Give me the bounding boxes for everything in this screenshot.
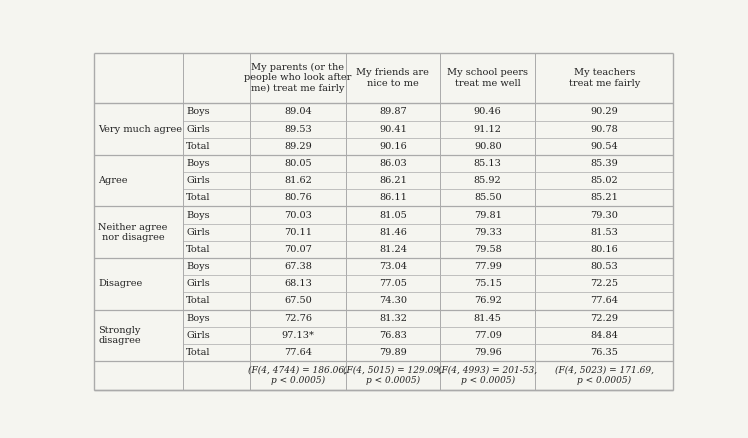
Text: Total: Total <box>186 193 211 202</box>
Text: 90.16: 90.16 <box>379 142 407 151</box>
Text: 84.84: 84.84 <box>590 331 618 340</box>
Text: 81.05: 81.05 <box>379 211 407 219</box>
Text: 85.39: 85.39 <box>590 159 618 168</box>
Text: 67.38: 67.38 <box>284 262 312 271</box>
Text: My parents (or the
people who look after
me) treat me fairly: My parents (or the people who look after… <box>244 63 352 93</box>
Text: Boys: Boys <box>186 159 210 168</box>
Text: My friends are
nice to me: My friends are nice to me <box>357 68 429 88</box>
Text: My school peers
treat me well: My school peers treat me well <box>447 68 528 88</box>
Text: 73.04: 73.04 <box>379 262 407 271</box>
Text: 70.11: 70.11 <box>283 228 312 237</box>
Text: 76.35: 76.35 <box>590 348 618 357</box>
Text: 81.53: 81.53 <box>590 228 618 237</box>
Text: Disagree: Disagree <box>98 279 142 288</box>
Text: Girls: Girls <box>186 228 210 237</box>
Text: 85.02: 85.02 <box>590 176 618 185</box>
Text: 80.16: 80.16 <box>590 245 618 254</box>
Text: 75.15: 75.15 <box>473 279 502 288</box>
Text: 86.21: 86.21 <box>379 176 407 185</box>
Text: 77.09: 77.09 <box>473 331 502 340</box>
Text: 90.41: 90.41 <box>379 125 407 134</box>
Text: 76.83: 76.83 <box>379 331 407 340</box>
Text: 79.33: 79.33 <box>473 228 502 237</box>
Text: (F(4, 5015) = 129.09,
p < 0.0005): (F(4, 5015) = 129.09, p < 0.0005) <box>343 366 442 385</box>
Text: Girls: Girls <box>186 279 210 288</box>
Text: 85.50: 85.50 <box>474 193 501 202</box>
Text: 90.46: 90.46 <box>473 107 502 117</box>
Text: 74.30: 74.30 <box>379 297 407 305</box>
Text: Neither agree
nor disagree: Neither agree nor disagree <box>98 223 168 242</box>
Text: 81.24: 81.24 <box>379 245 407 254</box>
Text: 79.96: 79.96 <box>473 348 502 357</box>
Text: 85.21: 85.21 <box>590 193 618 202</box>
Text: 80.05: 80.05 <box>284 159 312 168</box>
Text: Boys: Boys <box>186 211 210 219</box>
Text: 80.53: 80.53 <box>590 262 618 271</box>
Text: 77.64: 77.64 <box>590 297 618 305</box>
Text: (F(4, 4993) = 201-53,
p < 0.0005): (F(4, 4993) = 201-53, p < 0.0005) <box>438 366 537 385</box>
Text: 68.13: 68.13 <box>284 279 312 288</box>
Text: Total: Total <box>186 245 211 254</box>
Text: 77.05: 77.05 <box>379 279 407 288</box>
Text: 86.11: 86.11 <box>379 193 407 202</box>
Text: 89.53: 89.53 <box>284 125 312 134</box>
Text: 80.76: 80.76 <box>284 193 312 202</box>
Text: 81.46: 81.46 <box>379 228 407 237</box>
Text: 86.03: 86.03 <box>379 159 407 168</box>
Text: Boys: Boys <box>186 262 210 271</box>
Text: 97.13*: 97.13* <box>281 331 314 340</box>
Text: 90.80: 90.80 <box>474 142 501 151</box>
Text: 81.62: 81.62 <box>284 176 312 185</box>
Text: 81.45: 81.45 <box>473 314 502 323</box>
Text: 89.04: 89.04 <box>284 107 312 117</box>
Text: 72.25: 72.25 <box>590 279 618 288</box>
Text: 70.07: 70.07 <box>284 245 312 254</box>
Text: 90.54: 90.54 <box>590 142 618 151</box>
Text: Total: Total <box>186 297 211 305</box>
Text: My teachers
treat me fairly: My teachers treat me fairly <box>568 68 640 88</box>
Text: 89.29: 89.29 <box>284 142 312 151</box>
Text: 81.32: 81.32 <box>379 314 407 323</box>
Text: 79.30: 79.30 <box>590 211 618 219</box>
Text: Total: Total <box>186 142 211 151</box>
Text: 90.78: 90.78 <box>590 125 618 134</box>
Text: Boys: Boys <box>186 314 210 323</box>
Text: (F(4, 5023) = 171.69,
p < 0.0005): (F(4, 5023) = 171.69, p < 0.0005) <box>555 366 654 385</box>
Text: Girls: Girls <box>186 125 210 134</box>
Text: 85.13: 85.13 <box>473 159 502 168</box>
Text: 77.64: 77.64 <box>283 348 312 357</box>
Text: 90.29: 90.29 <box>590 107 618 117</box>
Text: 85.92: 85.92 <box>473 176 502 185</box>
Text: Agree: Agree <box>98 176 128 185</box>
Text: 67.50: 67.50 <box>284 297 312 305</box>
Text: Girls: Girls <box>186 331 210 340</box>
Text: 70.03: 70.03 <box>284 211 312 219</box>
Text: 79.58: 79.58 <box>473 245 502 254</box>
Text: Girls: Girls <box>186 176 210 185</box>
Text: 76.92: 76.92 <box>473 297 502 305</box>
Text: 72.29: 72.29 <box>590 314 618 323</box>
Text: Very much agree: Very much agree <box>98 125 182 134</box>
Text: 77.99: 77.99 <box>473 262 502 271</box>
Text: 79.81: 79.81 <box>473 211 502 219</box>
Text: 91.12: 91.12 <box>473 125 502 134</box>
Text: 79.89: 79.89 <box>379 348 407 357</box>
Text: 89.87: 89.87 <box>379 107 407 117</box>
Text: 72.76: 72.76 <box>283 314 312 323</box>
Text: Strongly
disagree: Strongly disagree <box>98 325 141 345</box>
Text: (F(4, 4744) = 186.06,
p < 0.0005): (F(4, 4744) = 186.06, p < 0.0005) <box>248 366 347 385</box>
Text: Boys: Boys <box>186 107 210 117</box>
Text: Total: Total <box>186 348 211 357</box>
